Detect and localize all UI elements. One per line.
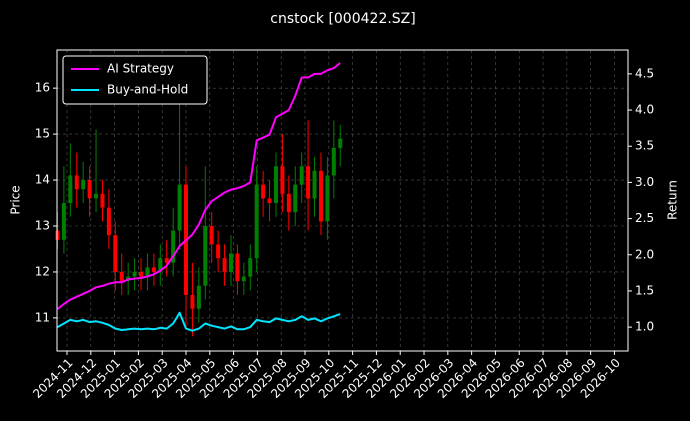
y-axis-label: Price [9,185,23,214]
candle-body [241,276,246,282]
y2-tick-label: 1.0 [635,320,654,334]
candle-body [261,184,266,199]
candle-body [318,170,323,222]
line-series [57,311,341,332]
candle-body [190,294,195,309]
candle-body [299,166,304,185]
candle-body [254,184,259,259]
y-tick-label: 11 [35,310,50,324]
y2-axis-label: Return [666,180,680,220]
candle-body [81,180,86,190]
y2-tick-label: 3.0 [635,175,654,189]
candle-body [209,226,214,245]
candle-body [106,207,111,236]
candle-body [139,271,144,277]
y2-tick-label: 4.0 [635,103,654,117]
candle-body [74,175,79,190]
candle-body [132,271,137,277]
chart-title: cnstock [000422.SZ] [270,11,415,27]
y2-tick-label: 2.0 [635,247,654,261]
candle-body [293,184,298,213]
y-tick-label: 13 [35,219,50,233]
candle-body [158,258,163,272]
y-tick-label: 14 [35,173,50,187]
y2-tick-label: 4.5 [635,66,654,80]
candle-body [286,193,291,213]
legend-label: AI Strategy [107,62,174,76]
plot-frame [56,49,629,352]
line-series [56,62,341,310]
candle-body [338,138,343,148]
candle-body [312,170,317,199]
candle-body [280,166,285,194]
candle-body [273,166,278,204]
legend-label: Buy-and-Hold [107,83,188,97]
candle-body [100,193,105,208]
candle-body [248,258,253,277]
candle-body [235,253,240,282]
candle-body [331,147,336,176]
candle-body [164,258,169,263]
candle-body [325,175,330,222]
candle-body [306,166,311,199]
candle-body [222,258,227,272]
y2-tick-label: 2.5 [635,211,654,225]
y2-tick-label: 1.5 [635,283,654,297]
candle-body [171,230,176,263]
candle-body [203,226,208,286]
candle-body [113,235,118,272]
y-tick-label: 12 [35,264,50,278]
candle-body [216,244,221,259]
candle-body [196,285,201,309]
y-tick-label: 16 [35,81,50,95]
legend: AI Strategy Buy-and-Hold [62,55,208,105]
candle-body [87,180,92,199]
candle-body [151,267,156,272]
candle-body [228,253,233,272]
candle-body [267,198,272,204]
y-tick-label: 15 [35,127,50,141]
candle-body [61,203,66,240]
candle-body [119,271,124,282]
candle-body [177,184,182,231]
candle-body [68,175,73,204]
candle-body [94,193,99,199]
candle-body [145,267,150,277]
y2-tick-label: 3.5 [635,139,654,153]
